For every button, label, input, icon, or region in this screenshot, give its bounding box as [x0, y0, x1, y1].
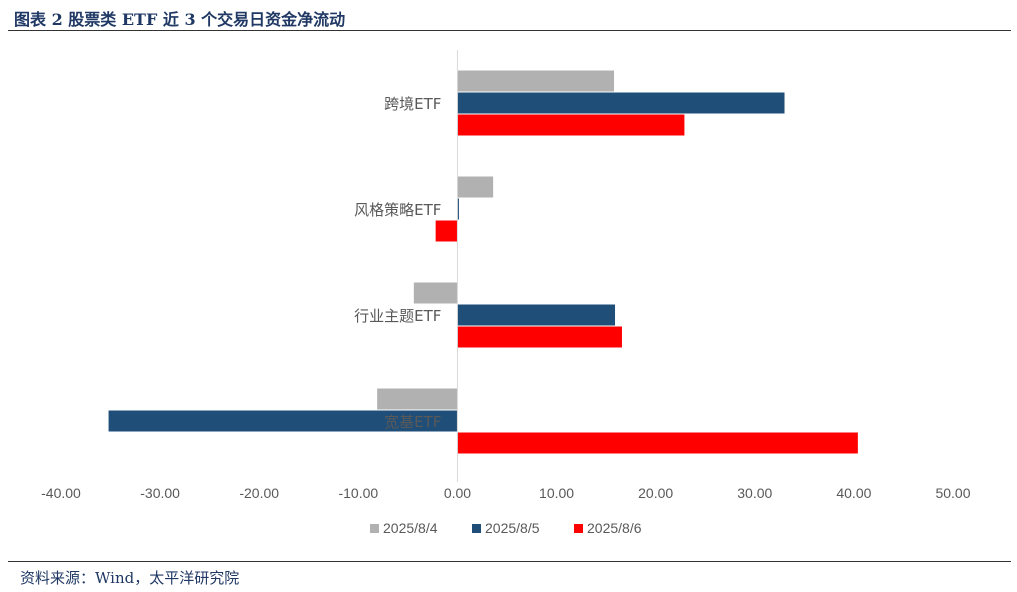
- top-rule: [8, 30, 1011, 31]
- category-labels: 跨境ETF 风格策略ETF 行业主题ETF 宽基ETF: [354, 95, 441, 431]
- x-tick-label: -20.00: [239, 485, 279, 501]
- x-tick-label: -40.00: [41, 485, 81, 501]
- category-label: 宽基ETF: [384, 413, 441, 431]
- bar-1-2: [457, 176, 494, 198]
- category-label: 风格策略ETF: [354, 201, 441, 219]
- bar-1-1: [457, 70, 615, 92]
- x-tick-label: 30.00: [737, 485, 772, 501]
- x-tick-label: 20.00: [638, 485, 673, 501]
- bar-2-3: [457, 304, 616, 326]
- legend-swatch: [472, 524, 481, 533]
- bar-3-3: [457, 326, 622, 348]
- bar-3-2: [435, 220, 458, 242]
- bars-group: [108, 70, 858, 454]
- chart: 跨境ETF 风格策略ETF 行业主题ETF 宽基ETF -40.00 -30.00 -20…: [41, 50, 971, 536]
- x-tick-label: -30.00: [140, 485, 180, 501]
- x-tick-label: 10.00: [539, 485, 574, 501]
- bottom-rule: [8, 561, 1011, 562]
- source-note: 资料来源：Wind，太平洋研究院: [20, 569, 240, 587]
- legend-label: 2025/8/5: [485, 520, 540, 536]
- legend-label: 2025/8/4: [383, 520, 438, 536]
- x-tick-label: 50.00: [935, 485, 970, 501]
- bar-2-2: [457, 198, 459, 220]
- x-tick-label: 40.00: [836, 485, 871, 501]
- x-tick-labels: -40.00 -30.00 -20.00 -10.00 0.00 10.00 20.00 30…: [41, 485, 971, 501]
- legend: 2025/8/4 2025/8/5 2025/8/6: [370, 520, 642, 536]
- category-label: 跨境ETF: [384, 95, 441, 113]
- x-tick-label: -10.00: [338, 485, 378, 501]
- bar-1-3: [413, 282, 458, 304]
- bar-2-4: [108, 410, 458, 432]
- category-label: 行业主题ETF: [354, 307, 441, 325]
- figure-title: 图表 2 股票类 ETF 近 3 个交易日资金净流动: [14, 10, 346, 29]
- legend-swatch: [574, 524, 583, 533]
- legend-label: 2025/8/6: [587, 520, 642, 536]
- legend-swatch: [370, 524, 379, 533]
- bar-2-1: [457, 92, 785, 114]
- x-tick-label: 0.00: [444, 485, 471, 501]
- bar-1-4: [377, 388, 458, 410]
- bar-3-4: [457, 432, 858, 454]
- bar-3-1: [457, 114, 685, 136]
